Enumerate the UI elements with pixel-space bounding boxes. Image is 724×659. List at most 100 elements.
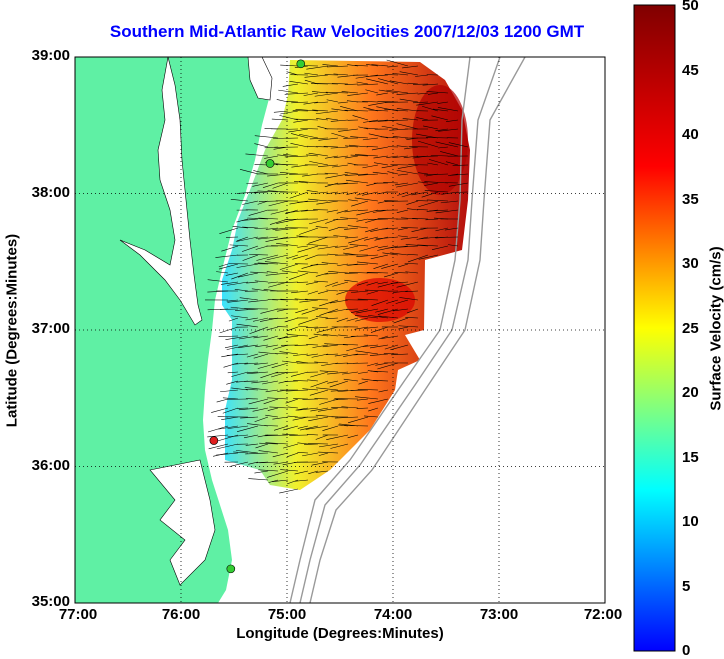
velocity-arrow: [381, 335, 399, 339]
velocity-arrow: [253, 170, 269, 175]
velocity-arrow: [373, 155, 389, 159]
velocity-arrow: [407, 254, 429, 263]
bathymetry-contours: [289, 57, 526, 603]
velocity-arrow: [221, 245, 239, 252]
velocity-arrow: [258, 236, 279, 240]
velocity-arrows: [205, 59, 469, 494]
velocity-arrow: [448, 142, 469, 148]
velocity-arrow: [235, 236, 259, 242]
velocity-arrow: [368, 119, 389, 123]
x-tick-label: 74:00: [373, 606, 413, 623]
velocity-arrow: [316, 118, 329, 121]
velocity-arrow: [371, 146, 389, 151]
velocity-arrow: [324, 172, 339, 175]
velocity-arrow: [259, 442, 279, 445]
velocity-arrow: [273, 137, 289, 140]
velocity-arrow: [264, 261, 289, 265]
velocity-arrow: [308, 335, 319, 340]
velocity-arrow: [325, 173, 349, 179]
velocity-arrow: [343, 353, 359, 357]
velocity-arrow: [341, 406, 359, 409]
velocity-arrow: [326, 209, 339, 213]
velocity-arrow: [317, 164, 339, 168]
velocity-arrow: [331, 83, 349, 85]
velocity-arrow: [332, 164, 349, 168]
velocity-arrow: [345, 145, 359, 148]
velocity-arrow: [324, 272, 339, 275]
velocity-arrow: [356, 281, 369, 286]
velocity-arrow: [347, 92, 369, 96]
velocity-arrow: [424, 190, 449, 193]
y-tick-label: 39:00: [31, 47, 70, 64]
velocity-arrow: [383, 182, 399, 184]
velocity-arrow: [273, 461, 289, 465]
velocity-arrow: [344, 227, 359, 230]
velocity-arrow: [276, 99, 289, 103]
velocity-arrow: [327, 253, 339, 256]
velocity-arrow: [333, 235, 349, 238]
velocity-arrow: [366, 290, 379, 295]
velocity-arrow: [326, 99, 339, 103]
velocity-arrow: [306, 433, 319, 436]
velocity-arrow: [285, 398, 299, 404]
velocity-arrow: [384, 344, 399, 350]
velocity-arrow: [311, 353, 329, 358]
velocity-arrow: [288, 272, 309, 280]
velocity-arrow: [273, 425, 289, 431]
velocity-arrow: [222, 407, 239, 414]
velocity-arrow: [344, 83, 359, 86]
velocity-arrow: [310, 371, 329, 378]
velocity-arrow: [219, 326, 239, 334]
velocity-arrow: [435, 227, 449, 232]
velocity-arrow: [334, 245, 349, 248]
velocity-arrow: [325, 317, 339, 320]
velocity-arrow: [357, 371, 369, 374]
velocity-arrow: [216, 271, 229, 274]
velocity-arrow: [306, 243, 329, 247]
velocity-arrow: [268, 200, 289, 207]
velocity-arrow: [322, 425, 339, 432]
velocity-arrow: [369, 344, 389, 349]
velocity-arrow: [371, 299, 389, 306]
velocity-arrow: [424, 181, 449, 184]
velocity-arrow: [226, 353, 249, 356]
velocity-arrow: [275, 371, 299, 374]
pamlico-sound: [149, 459, 216, 586]
velocity-arrow: [227, 299, 249, 303]
velocity-arrow: [318, 407, 339, 412]
velocity-arrow: [326, 353, 339, 355]
velocity-arrow: [373, 263, 389, 270]
velocity-arrow: [364, 415, 379, 418]
velocity-arrow: [405, 317, 419, 319]
velocity-arrow: [287, 415, 299, 418]
velocity-arrow: [228, 317, 239, 322]
velocity-arrow: [438, 128, 459, 132]
velocity-arrow: [265, 442, 289, 445]
velocity-arrow: [363, 334, 379, 337]
x-tick-label: 77:00: [58, 606, 98, 623]
velocity-arrow: [313, 101, 329, 104]
velocity-arrow: [315, 470, 329, 473]
velocity-arrow: [424, 173, 449, 176]
velocity-arrow: [394, 182, 409, 186]
velocity-arrow: [244, 362, 259, 365]
velocity-arrow: [227, 371, 239, 374]
colorbar-label: Surface Velocity (cm/s): [707, 246, 724, 411]
velocity-arrow: [309, 218, 329, 225]
velocity-arrow: [444, 227, 459, 231]
velocity-arrow: [222, 397, 239, 400]
velocity-arrow: [364, 236, 379, 241]
velocity-arrow: [254, 143, 269, 148]
velocity-hotspot-center: [345, 278, 415, 322]
velocity-arrow: [341, 91, 359, 94]
velocity-arrow: [227, 434, 249, 438]
velocity-arrow: [387, 65, 399, 68]
velocity-arrow: [381, 164, 399, 169]
velocity-arrow: [441, 191, 459, 195]
velocity-arrow: [344, 173, 369, 176]
velocity-arrow: [348, 272, 369, 274]
velocity-arrow: [359, 245, 379, 252]
velocity-arrow: [331, 108, 349, 112]
velocity-arrow: [219, 227, 239, 234]
